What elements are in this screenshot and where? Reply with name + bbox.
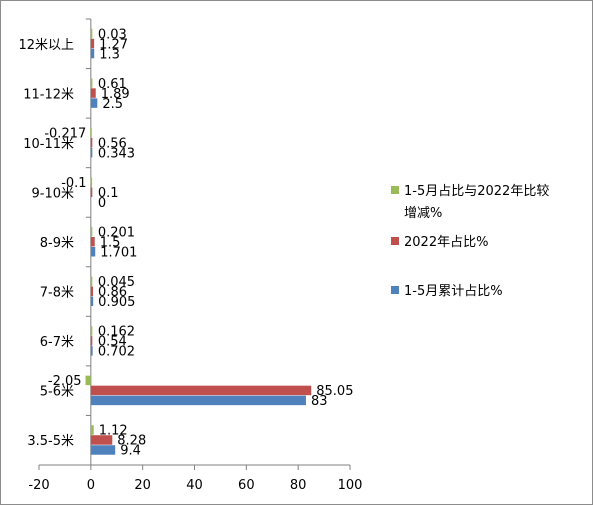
bar-cumulative xyxy=(90,98,98,108)
data-label: 0.86 xyxy=(98,285,127,300)
legend-entry: 2022年占比% xyxy=(404,235,488,250)
bar-year-2022 xyxy=(90,286,94,297)
legend-entry: 1-5月占比与2022年比较 xyxy=(404,184,549,199)
data-label: 0.03 xyxy=(98,27,127,42)
bar-cumulative xyxy=(90,445,116,455)
data-label: 1.12 xyxy=(99,424,128,439)
bar-year-2022 xyxy=(90,237,95,247)
data-label: 0 xyxy=(98,196,106,211)
bar-change xyxy=(90,276,93,287)
data-label: -0.217 xyxy=(44,126,86,141)
data-label: 0.1 xyxy=(98,186,119,201)
bar-change xyxy=(90,177,93,187)
data-label: 0.56 xyxy=(98,136,127,151)
bar-change xyxy=(85,375,91,386)
legend-swatch xyxy=(391,186,399,194)
data-label: 0.54 xyxy=(98,335,127,350)
bar-cumulative xyxy=(90,346,93,356)
bar-change xyxy=(90,326,93,336)
data-label: 1.3 xyxy=(99,47,120,62)
bar-change xyxy=(90,28,93,39)
data-label: 85.05 xyxy=(316,384,353,399)
data-label: 0.162 xyxy=(98,325,135,340)
bar-cumulative xyxy=(90,296,94,307)
legend-entry: 增减% xyxy=(404,206,442,221)
data-label: 2.5 xyxy=(102,97,123,112)
x-tick-label: 0 xyxy=(87,478,95,493)
bar-cumulative xyxy=(90,147,93,158)
bar-year-2022 xyxy=(90,137,93,148)
bar-year-2022 xyxy=(90,88,96,98)
data-label: 0.61 xyxy=(98,77,127,92)
data-label: 1.89 xyxy=(101,87,130,102)
x-tick-label: 20 xyxy=(134,478,151,493)
x-tick-label: 40 xyxy=(186,478,203,493)
data-label: 0.702 xyxy=(98,345,135,360)
bar-change xyxy=(90,227,93,237)
data-label: 1.27 xyxy=(99,37,128,52)
category-label: 11-12米 xyxy=(23,87,74,102)
data-label: -2.05 xyxy=(48,374,82,389)
data-label: 8.28 xyxy=(117,434,146,449)
data-label: 9.4 xyxy=(120,444,141,459)
bar-year-2022 xyxy=(90,435,113,445)
category-label: 9-10米 xyxy=(31,186,74,201)
bar-year-2022 xyxy=(90,385,312,396)
bar-year-2022 xyxy=(90,38,95,49)
legend-entry: 1-5月累计占比% xyxy=(404,284,503,299)
bar-cumulative xyxy=(90,247,96,257)
data-label: 0.905 xyxy=(98,295,135,310)
x-tick-label: 100 xyxy=(338,478,363,493)
category-label: 6-7米 xyxy=(40,335,74,350)
bar-change xyxy=(90,425,94,435)
category-label: 12米以上 xyxy=(18,38,74,53)
bar-cumulative xyxy=(90,48,95,59)
data-label: 1.701 xyxy=(100,246,137,261)
bar-change xyxy=(90,78,93,88)
bar-year-2022 xyxy=(90,336,93,346)
x-tick-label: 80 xyxy=(290,478,307,493)
legend-swatch xyxy=(391,286,399,294)
data-label: 0.201 xyxy=(98,226,135,241)
data-label: 1.5 xyxy=(100,236,121,251)
data-label: 0.045 xyxy=(98,275,135,290)
x-tick-label: -20 xyxy=(28,478,49,493)
category-label: 8-9米 xyxy=(40,236,74,251)
data-label: 83 xyxy=(311,394,328,409)
category-label: 3.5-5米 xyxy=(27,434,74,449)
legend-swatch xyxy=(391,237,399,245)
data-label: -0.1 xyxy=(61,176,86,191)
category-label: 5-6米 xyxy=(40,385,74,400)
bar-change xyxy=(90,127,92,138)
data-label: 0.343 xyxy=(98,146,135,161)
bar-cumulative xyxy=(90,395,306,406)
category-label: 10-11米 xyxy=(23,137,74,152)
bar-year-2022 xyxy=(90,187,93,197)
category-label: 7-8米 xyxy=(40,286,74,301)
x-tick-label: 60 xyxy=(238,478,255,493)
